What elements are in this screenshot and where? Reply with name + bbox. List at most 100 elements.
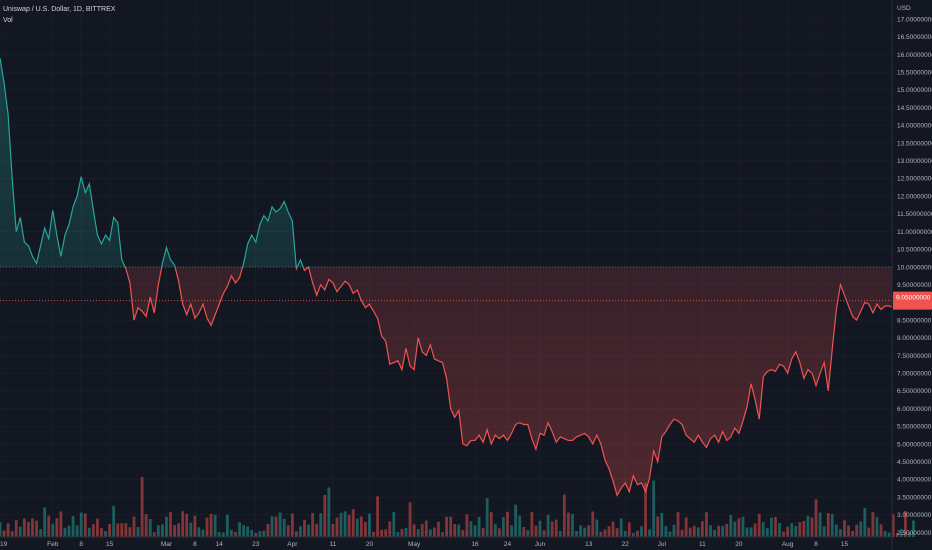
volume-bar [753, 523, 757, 537]
volume-bar [128, 527, 132, 537]
price-tick-label: 8.50000000 [897, 317, 932, 324]
price-tick-label: 8.00000000 [897, 335, 932, 342]
volume-bar [830, 513, 834, 537]
last-price-badge[interactable] [893, 291, 932, 310]
area-fill-above-baseline [0, 58, 892, 267]
time-tick-label: Aug [782, 541, 794, 548]
volume-bar [67, 525, 71, 537]
price-tick-label: 5.50000000 [897, 424, 932, 431]
price-tick-label: 2.50000000 [897, 530, 932, 537]
price-tick-label: 3.50000000 [897, 494, 932, 501]
symbol-title: Uniswap / U.S. Dollar, 1D, BITTREX [3, 6, 116, 13]
volume-bar [120, 523, 124, 537]
volume-bar [331, 523, 335, 537]
volume-bar [607, 526, 611, 537]
volume-bar [230, 529, 233, 537]
volume-bar [307, 524, 310, 537]
price-tick-label: 9.50000000 [897, 282, 932, 289]
volume-bar [71, 515, 75, 537]
volume-bar [424, 520, 428, 537]
volume-bar [0, 522, 2, 537]
volume-bar [554, 519, 558, 537]
volume-bar [640, 526, 643, 537]
volume-bar [688, 527, 692, 537]
volume-bar [550, 521, 554, 537]
volume-bar [530, 511, 534, 537]
volume-bar [87, 527, 91, 537]
price-tick-label: 6.00000000 [897, 406, 932, 413]
volume-bar [745, 527, 749, 537]
volume-bar [364, 521, 367, 537]
volume-bar [895, 532, 899, 537]
price-tick-label: 14.00000000 [897, 123, 932, 130]
volume-bar [140, 477, 144, 537]
volume-bar [258, 531, 262, 537]
volume-bar [575, 531, 578, 537]
volume-bar [347, 514, 351, 537]
volume-bar [843, 520, 846, 537]
volume-bar [903, 511, 907, 537]
volume-bar [473, 525, 477, 537]
volume-bar [299, 526, 302, 537]
volume-bar [485, 498, 489, 537]
volume-bar [319, 513, 323, 537]
volume-bar [290, 513, 294, 537]
volume-bar [571, 513, 574, 537]
volume-bar [599, 531, 603, 537]
volume-bar [445, 516, 448, 537]
time-tick-label: 15 [106, 541, 114, 548]
volume-bar [278, 512, 282, 537]
volume-bar [810, 517, 814, 537]
volume-bar [526, 530, 530, 537]
volume-bar [822, 526, 826, 537]
volume-bar [595, 519, 599, 537]
volume-bar [510, 525, 513, 537]
volume-bar [623, 530, 627, 537]
volume-bar [14, 520, 18, 537]
volume-bar [63, 527, 67, 537]
volume-bar [696, 527, 700, 537]
time-tick-label: 8 [193, 541, 197, 548]
time-tick-label: 20 [366, 541, 374, 548]
volume-bar [274, 516, 278, 537]
volume-bar [782, 531, 785, 537]
time-tick-label: Jun [535, 541, 546, 548]
volume-bar [615, 528, 619, 537]
volume-bar [79, 512, 83, 537]
volume-bar [380, 529, 384, 537]
volume-bar [59, 511, 63, 537]
volume-bar [205, 517, 209, 537]
volume-bar [428, 529, 432, 537]
volume-bar [644, 483, 647, 537]
time-tick-label: Apr [287, 541, 298, 548]
volume-bar [871, 512, 875, 537]
volume-bar [254, 532, 258, 537]
volume-bar [591, 511, 595, 537]
volume-bar [351, 509, 355, 537]
volume-bar [863, 508, 867, 537]
volume-bar [47, 515, 51, 537]
time-tick-label: 15 [841, 541, 849, 548]
time-tick-label: 20 [735, 541, 743, 548]
price-line-below-baseline [124, 266, 892, 497]
volume-bar [343, 511, 347, 537]
volume-bar [136, 527, 140, 537]
volume-bar [108, 523, 112, 537]
price-tick-label: 10.50000000 [897, 247, 932, 254]
volume-bar [676, 512, 680, 537]
volume-bar [420, 523, 424, 537]
volume-bar [774, 516, 777, 537]
volume-bar [631, 532, 635, 537]
volume-bar [656, 516, 660, 537]
volume-bar [733, 521, 737, 537]
volume-bar [855, 524, 859, 537]
volume-bar [461, 530, 465, 537]
time-tick-label: 8 [814, 541, 818, 548]
volume-bar [100, 528, 103, 537]
volume-bar [757, 513, 761, 537]
time-tick-label: 19 [0, 541, 8, 548]
price-tick-label: 4.00000000 [897, 477, 932, 484]
volume-bar [270, 516, 274, 537]
